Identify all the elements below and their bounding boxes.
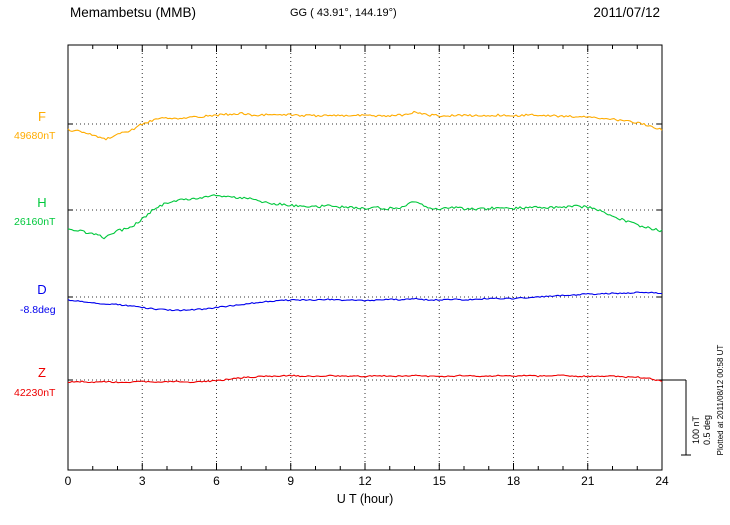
x-tick-label: 6 xyxy=(213,474,220,488)
series-path-h xyxy=(67,194,663,240)
plotted-at-note: Plotted at 2011/08/12 00:58 UT xyxy=(716,345,725,456)
x-axis-label: U T (hour) xyxy=(337,492,394,506)
series-z-value: 42230nT xyxy=(14,387,56,399)
scale-bar: 100 nT 0.5 deg xyxy=(662,379,712,456)
x-tick-label: 15 xyxy=(433,474,447,488)
coords-label: GG ( 43.91°, 144.19°) xyxy=(290,7,397,19)
series-h-value: 26160nT xyxy=(14,216,56,228)
plot-dynamic-layer: 0 3 6 9 12 15 18 21 24 xyxy=(65,45,669,488)
station-title: Memambetsu (MMB) xyxy=(70,5,196,20)
series-path-d xyxy=(67,291,662,312)
series-h-label: H xyxy=(37,195,46,210)
series-path-z xyxy=(68,374,663,384)
x-tick-label: 0 xyxy=(65,474,72,488)
date-label: 2011/07/12 xyxy=(593,5,660,20)
x-tick-label: 21 xyxy=(581,474,595,488)
x-tick-label: 18 xyxy=(507,474,521,488)
x-tick-label: 24 xyxy=(655,474,669,488)
series-d-value: -8.8deg xyxy=(20,304,56,316)
scale-nt-label: 100 nT xyxy=(691,415,701,444)
series-f-value: 49680nT xyxy=(14,130,56,142)
scale-deg-label: 0.5 deg xyxy=(702,415,712,445)
x-tick-label: 12 xyxy=(358,474,372,488)
x-tick-label: 9 xyxy=(287,474,294,488)
x-tick-label: 3 xyxy=(139,474,146,488)
series-path-f xyxy=(67,110,663,141)
series-d-label: D xyxy=(37,282,46,297)
series-f-label: F xyxy=(38,109,46,124)
series-z-label: Z xyxy=(38,365,46,380)
